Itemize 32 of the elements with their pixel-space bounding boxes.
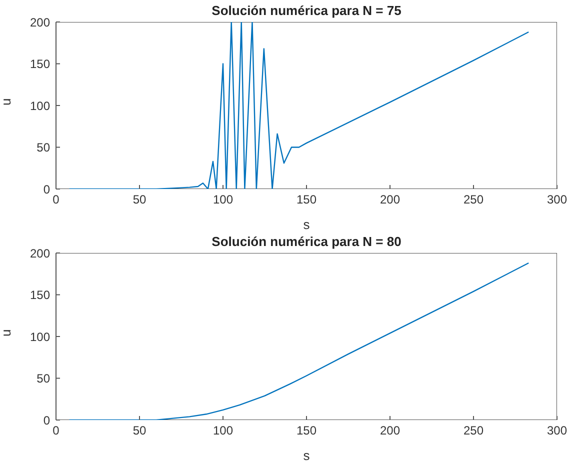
x-tick-label: 50 [132,192,146,207]
x-tick-label: 250 [463,192,484,207]
y-tick-label: 150 [30,57,50,72]
chart-title: Solución numérica para N = 80 [210,234,402,249]
x-tick-label: 300 [546,192,568,207]
x-axis-title: s [303,448,310,462]
x-tick-label: 200 [380,192,400,207]
y-tick-label: 50 [36,372,50,386]
x-axis-title: s [303,217,310,232]
y-axis-title: u [0,98,14,106]
y-tick-label: 50 [36,140,50,155]
x-tick-label: 150 [296,424,317,438]
line-series [68,22,530,189]
y-tick-label: 200 [30,246,50,260]
x-tick-label: 50 [132,424,146,438]
x-tick-label: 0 [52,192,60,207]
y-tick-label: 100 [30,330,50,344]
x-tick-label: 150 [296,192,317,207]
y-tick-label: 100 [30,98,50,113]
chart-title: Solución numérica para N = 75 [210,3,402,18]
y-tick-label: 200 [30,15,50,30]
x-tick-label: 100 [212,192,234,207]
y-tick-label: 0 [43,413,50,428]
y-tick-label: 0 [43,182,50,196]
x-tick-label: 0 [52,424,60,438]
y-tick-label: 150 [30,288,50,302]
x-tick-label: 200 [380,424,400,438]
line-series [68,262,530,420]
x-tick-label: 250 [463,424,484,438]
x-tick-label: 100 [212,424,234,438]
x-tick-label: 300 [546,424,568,438]
y-axis-title: u [0,329,14,336]
